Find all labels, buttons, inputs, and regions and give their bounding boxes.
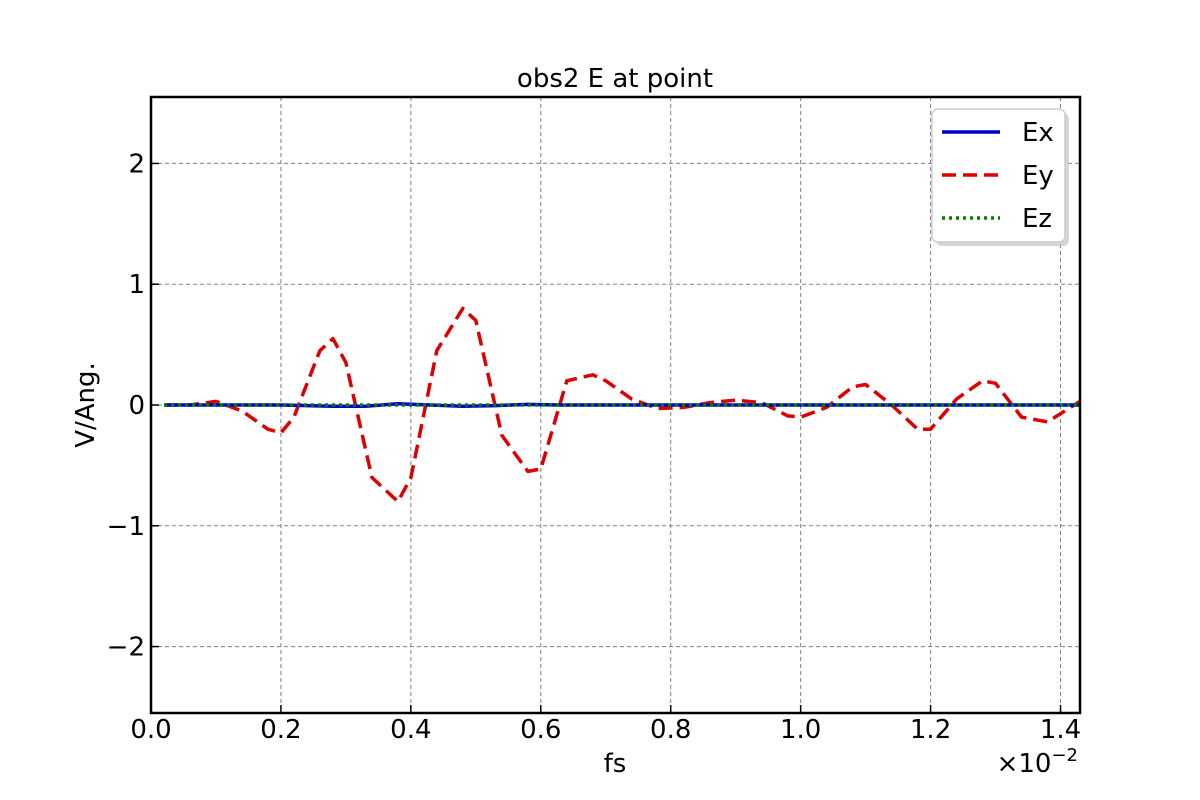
x-tick-label: 0.6 [520, 715, 561, 745]
x-axis-label: fs [604, 749, 627, 779]
legend-label-ez: Ez [1022, 204, 1052, 234]
y-axis-label: V/Ang. [71, 362, 101, 448]
chart-title: obs2 E at point [517, 64, 713, 94]
x-tick-label: 1.0 [780, 715, 821, 745]
y-tick-label: −2 [107, 633, 145, 663]
y-tick-label: 1 [128, 270, 145, 300]
x-tick-label: 0.0 [130, 715, 171, 745]
legend: Ex Ey Ez [931, 108, 1069, 246]
x-axis-scale-base: ×10 [997, 749, 1052, 779]
x-tick-label: 0.2 [260, 715, 301, 745]
x-tick-label: 0.8 [650, 715, 691, 745]
y-tick-label: −1 [107, 512, 145, 542]
x-axis-scale-exponent: −2 [1051, 745, 1078, 766]
plot-area [164, 306, 1081, 504]
legend-label-ex: Ex [1022, 118, 1054, 148]
x-tick-label: 0.4 [390, 715, 431, 745]
x-tick-label: 1.2 [910, 715, 951, 745]
x-axis-scale-factor: ×10−2 [997, 745, 1078, 779]
x-tick-label: 1.4 [1040, 715, 1081, 745]
y-tick-label: 2 [128, 149, 145, 179]
axis-ticks: 0.0 0.2 0.4 0.6 0.8 1.0 1.2 1.4 2 1 0 −1 −2 [107, 149, 1082, 745]
y-tick-label: 0 [128, 391, 145, 421]
legend-box [931, 108, 1066, 243]
legend-label-ey: Ey [1022, 161, 1054, 191]
